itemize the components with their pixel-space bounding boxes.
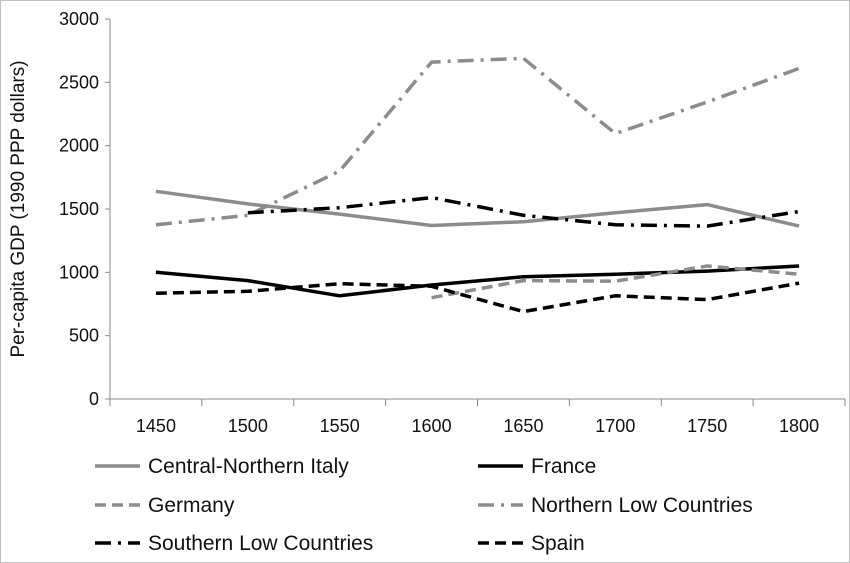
series-line-spain: [155, 281, 800, 314]
x-tick-label: 1650: [503, 416, 543, 436]
legend-label: Northern Low Countries: [531, 494, 753, 517]
legend: Central-Northern Italy France Germany North…: [95, 455, 753, 555]
y-tick-label: 1500: [59, 199, 99, 219]
y-tick-label: 1000: [59, 262, 99, 282]
legend-label: Southern Low Countries: [148, 532, 373, 555]
y-tick-label: 500: [69, 326, 99, 346]
legend-label: Germany: [148, 494, 235, 517]
y-tick-label: 2500: [59, 72, 99, 92]
x-tick-label: 1550: [320, 416, 360, 436]
x-tick-label: 1500: [228, 416, 268, 436]
x-axis-ticks: 1450 1500 1550 1600 1650 1700 1750 1800: [109, 399, 846, 436]
y-axis-label: Per-capita GDP (1990 PPP dollars): [8, 60, 29, 357]
y-tick-label: 0: [89, 389, 99, 409]
legend-label: Spain: [531, 532, 585, 555]
x-tick-label: 1700: [595, 416, 635, 436]
x-tick-label: 1450: [136, 416, 176, 436]
series-line-germany: [431, 264, 800, 300]
legend-label: Central-Northern Italy: [148, 455, 349, 478]
series-line-southern-low-countries: [247, 195, 800, 228]
legend-label: France: [531, 455, 596, 478]
y-tick-label: 3000: [59, 9, 99, 29]
x-tick-label: 1750: [687, 416, 727, 436]
series-line-france: [155, 264, 800, 298]
x-tick-label: 1600: [412, 416, 452, 436]
series-line-central-northern-italy: [155, 189, 800, 228]
y-axis-ticks: 0 500 1000 1500 2000 2500 3000: [59, 9, 110, 409]
series-lines: [155, 56, 800, 314]
series-line-northern-low-countries: [155, 56, 800, 227]
y-tick-label: 2000: [59, 136, 99, 156]
x-tick-label: 1800: [779, 416, 819, 436]
